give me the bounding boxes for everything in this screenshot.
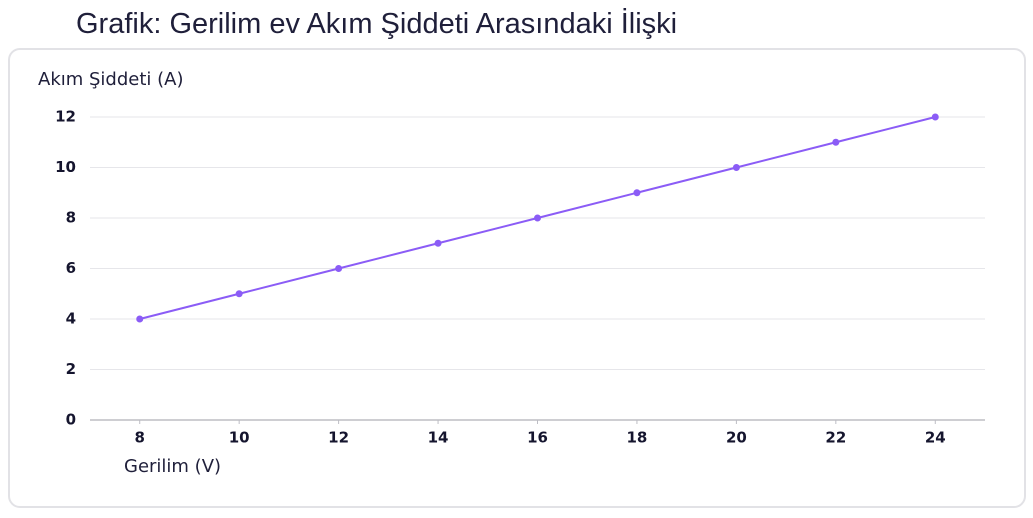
y-tick-label: 10 <box>55 158 76 176</box>
data-point <box>235 290 243 298</box>
chart-card <box>8 48 1026 508</box>
y-axis-label: Akım Şiddeti (A) <box>38 69 184 90</box>
data-point <box>931 113 939 121</box>
data-point <box>434 239 442 247</box>
x-tick-label: 12 <box>328 429 349 447</box>
data-point <box>732 164 740 171</box>
y-tick-label: 0 <box>66 411 76 429</box>
x-axis-label: Gerilim (V) <box>124 456 221 477</box>
data-point <box>832 138 840 146</box>
x-tick-label: 24 <box>925 429 946 447</box>
data-point <box>534 214 541 222</box>
x-tick-label: 20 <box>726 429 747 447</box>
x-tick-label: 16 <box>527 429 548 447</box>
x-tick-label: 8 <box>135 429 145 447</box>
data-point <box>136 315 144 323</box>
y-tick-label: 8 <box>66 209 76 227</box>
y-tick-label: 4 <box>66 310 76 328</box>
y-tick-label: 2 <box>66 360 76 378</box>
x-tick-label: 14 <box>428 429 449 447</box>
y-tick-label: 12 <box>55 108 76 126</box>
chart-title: Grafik: Gerilim ev Akım Şiddeti Arasında… <box>76 8 678 40</box>
x-tick-label: 10 <box>229 429 250 447</box>
y-tick-label: 6 <box>66 259 76 277</box>
x-tick-label: 18 <box>627 429 648 447</box>
data-point <box>633 189 641 197</box>
x-tick-label: 22 <box>825 429 846 447</box>
data-point <box>335 265 343 272</box>
